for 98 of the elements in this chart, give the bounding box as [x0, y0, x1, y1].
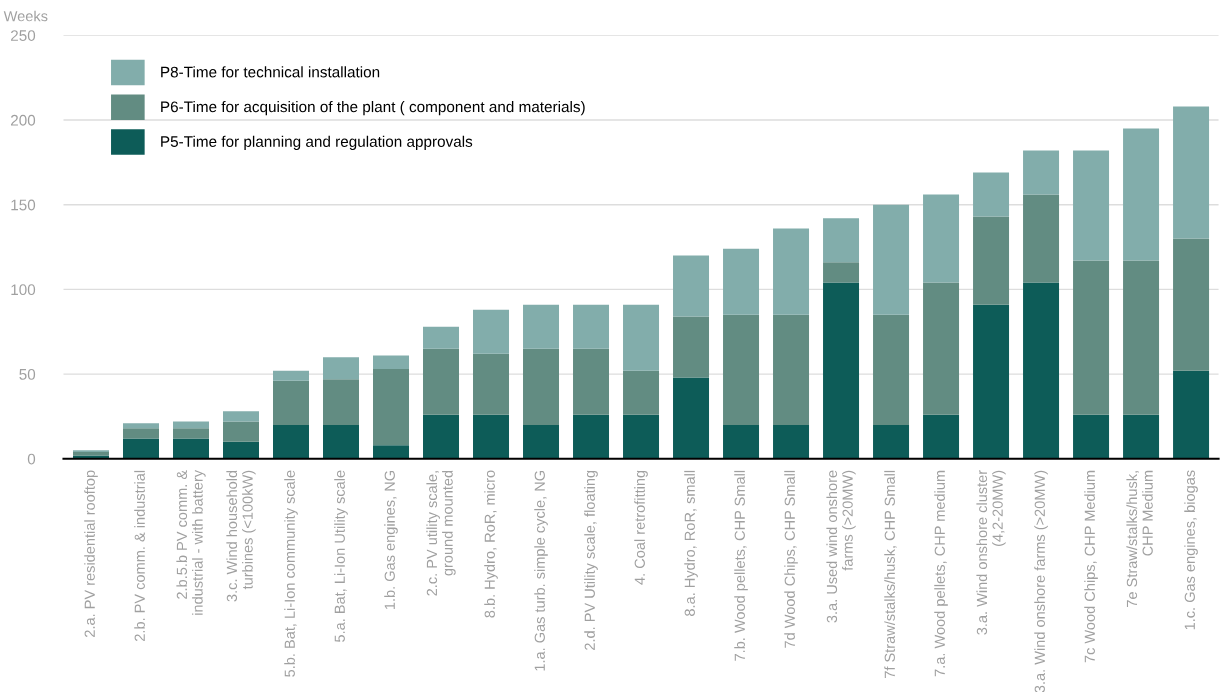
legend-label: P8-Time for technical installation	[161, 66, 380, 78]
bar	[323, 379, 360, 425]
bar	[523, 304, 560, 349]
bar	[723, 248, 760, 315]
x-tick-label: 2.d. PV Utility scale, floating	[584, 470, 598, 650]
bar	[873, 314, 910, 425]
bar	[523, 424, 560, 459]
bar	[123, 438, 159, 459]
bar	[273, 370, 310, 381]
bar	[623, 414, 660, 459]
bar	[923, 414, 960, 459]
bar	[173, 428, 209, 439]
x-tick-label: 2.c. PV utility scale, ground mounted	[426, 470, 456, 596]
bar	[423, 348, 460, 415]
bar	[973, 304, 1010, 459]
bar	[723, 424, 760, 459]
x-tick-label: 2.b. PV comm. & industrial	[134, 470, 145, 641]
x-tick-label: 1.a. Gas turb. simple cycle, NG	[534, 470, 548, 671]
legend-label: P5-Time for planning and regulation approvals	[161, 135, 473, 150]
bar	[123, 428, 159, 439]
x-tick-label: 3.a. Wind onshore farms (>20MW)	[1034, 470, 1048, 692]
bar	[573, 304, 610, 349]
bar	[1123, 414, 1160, 459]
bar	[923, 194, 960, 283]
x-tick-label: 2.b.5.b PV comm. & industrial - with battery	[176, 469, 206, 615]
bar	[1023, 194, 1060, 283]
x-tick-label: 7d Wood Chips, CHP Small	[784, 470, 798, 648]
bar	[373, 355, 410, 370]
bar	[123, 423, 159, 429]
x-tick-label: 4. Coal retrofitting	[634, 470, 648, 585]
x-tick-label: 3.a. Wind onshore cluster (4,2-20MW)	[976, 470, 1006, 635]
x-tick-label: 1.c. Gas engines, biogas	[1184, 470, 1198, 630]
bar	[923, 282, 960, 415]
y-tick-label: 250	[11, 30, 36, 41]
x-tick-label: 7.a. Wood pellets, CHP medium	[934, 470, 948, 677]
bar	[873, 204, 910, 315]
bar	[673, 255, 710, 317]
bar	[573, 414, 610, 459]
bar	[473, 309, 510, 354]
bar	[473, 353, 510, 415]
y-axis-title: Weeks	[3, 10, 48, 22]
bar	[273, 424, 310, 459]
bar	[1023, 282, 1060, 459]
bar	[223, 411, 259, 422]
bar	[973, 172, 1010, 217]
y-tick-label: 0	[27, 453, 36, 465]
bar	[723, 314, 760, 425]
y-tick-label: 150	[11, 199, 36, 211]
bar	[873, 424, 910, 459]
bar	[823, 282, 860, 459]
bar	[323, 357, 360, 380]
bar	[1073, 150, 1110, 261]
x-tick-label: 3.c. Wind household turbines (<100kW)	[226, 470, 256, 602]
bar	[273, 380, 310, 425]
bar	[1023, 150, 1060, 195]
bar	[223, 421, 259, 442]
bar	[973, 216, 1010, 305]
bar	[823, 262, 860, 283]
bar	[223, 441, 259, 459]
bar	[473, 414, 510, 459]
x-tick-label: 8.b. Hydro, RoR, micro	[484, 470, 498, 618]
bar	[1173, 106, 1210, 239]
bar	[773, 424, 810, 459]
bar	[673, 316, 710, 378]
bar	[373, 369, 410, 446]
x-tick-label: 2.a. PV residential rooftop	[84, 470, 98, 637]
bar	[823, 218, 860, 263]
bar	[1173, 370, 1210, 459]
bar	[1123, 128, 1160, 261]
bar	[323, 424, 360, 459]
x-tick-label: 7c Wood Chips, CHP Medium	[1084, 470, 1098, 663]
bar	[623, 304, 660, 371]
x-tick-label: 5.a. Bat, Li-Ion Utility scale	[334, 470, 348, 642]
bar	[423, 326, 460, 349]
x-tick-label: 7f Straw/stalks/husk, CHP Small	[884, 470, 897, 678]
bar	[773, 228, 810, 315]
x-tick-label: 7.b. Wood pellets, CHP Small	[734, 470, 748, 661]
x-tick-label: 5.b. Bat, Li-Ion community scale	[284, 470, 298, 677]
bar	[523, 348, 560, 425]
bar	[373, 445, 410, 459]
x-tick-label: 8.a. Hydro, RoR, small	[684, 470, 698, 616]
bar	[1123, 260, 1160, 415]
bar	[773, 314, 810, 425]
x-tick-label: 3.a. Used wind onshore farms (>20MW)	[826, 470, 856, 623]
y-tick-label: 50	[19, 368, 36, 380]
bar	[1073, 414, 1110, 459]
bar	[173, 438, 209, 459]
bar	[573, 348, 610, 415]
legend-label: P6-Time for acquisition of the plant ( component and materials)	[161, 100, 585, 116]
bar	[623, 370, 660, 415]
bar	[1073, 260, 1110, 415]
y-tick-label: 100	[11, 284, 36, 296]
bar	[423, 414, 460, 459]
x-tick-label: 7e Straw/stalks/husk, CHP Medium	[1126, 470, 1153, 607]
x-tick-label: 1.b. Gas engines, NG	[384, 470, 398, 610]
bar	[1173, 238, 1210, 371]
bar	[673, 377, 710, 459]
y-tick-label: 200	[11, 114, 36, 126]
